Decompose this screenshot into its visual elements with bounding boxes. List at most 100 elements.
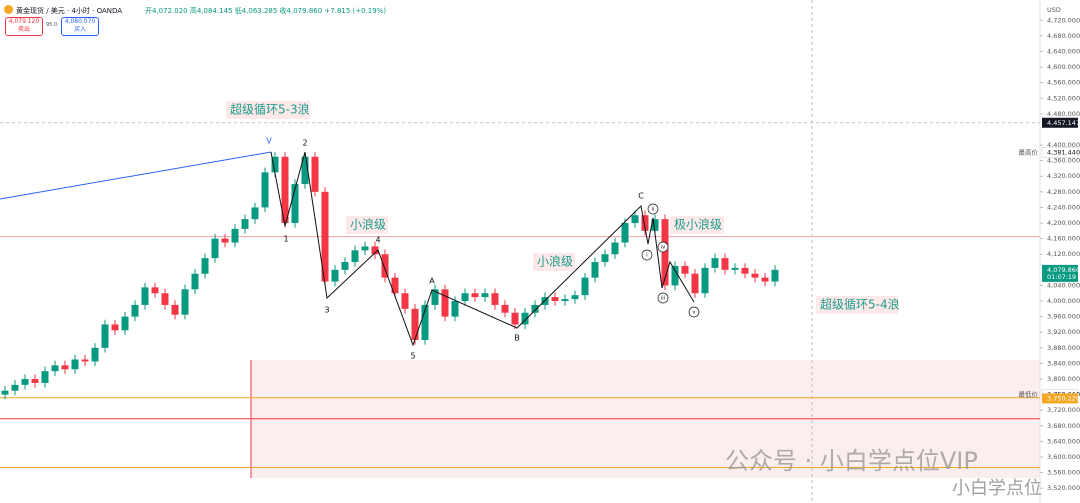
y-tick-label: 4,520.000 (1047, 94, 1080, 102)
candle-body (241, 219, 249, 229)
candle-body (611, 242, 619, 255)
candle-body (41, 371, 49, 383)
price-marker-note: 最低价 (1019, 390, 1039, 399)
candle-body (111, 324, 119, 331)
candle-body (91, 347, 99, 362)
currency: USD (1047, 6, 1061, 14)
wave-label: 2 (302, 139, 307, 148)
candle-body (471, 293, 479, 298)
candle-body (251, 207, 259, 220)
candle-body (291, 184, 299, 224)
candle-body (71, 359, 79, 370)
candle-body (641, 215, 649, 231)
y-tick-label: 4,320.000 (1047, 172, 1080, 180)
buy-button[interactable]: 4,080.070 买入 (61, 17, 99, 36)
candle-body (191, 273, 199, 290)
annotation: 超级循环5-4浪 (820, 297, 900, 312)
candle-body (261, 172, 269, 208)
annotation: 小浪级 (537, 254, 573, 269)
annotation-box (346, 216, 388, 234)
candle-body (531, 304, 539, 313)
candle-body (171, 304, 179, 315)
y-tick-label: 4,040.000 (1047, 281, 1080, 289)
wave-label: V (266, 137, 272, 146)
y-tick-label: 4,720.000 (1047, 16, 1080, 24)
candle-body (761, 277, 769, 282)
y-tick-label: 3,840.000 (1047, 359, 1080, 367)
candle-body (421, 304, 429, 341)
price-marker-sub: 01:07:19 (1047, 273, 1076, 281)
sell-button[interactable]: 4,079.120 卖出 (5, 17, 43, 36)
y-tick-label: 4,640.000 (1047, 47, 1080, 55)
candle-body (601, 254, 609, 263)
ohlc: 开4,072.020 高4,084.145 低4,063.285 收4,079.… (145, 7, 387, 15)
candle-body (11, 384, 19, 391)
candle-body (411, 308, 419, 341)
watermark: 公众号 · 小白学点位VIP (725, 447, 978, 475)
candle-body (571, 295, 579, 300)
wave-label: iv (661, 245, 665, 251)
trend-line (0, 151, 272, 200)
candle-body (711, 258, 719, 268)
y-tick-label: 4,160.000 (1047, 235, 1080, 243)
y-tick-label: 4,480.000 (1047, 110, 1080, 118)
candle-body (151, 287, 159, 294)
y-tick-label: 4,600.000 (1047, 63, 1080, 71)
candle-body (231, 228, 239, 243)
wave-label: A (429, 277, 435, 286)
y-tick-label: 3,880.000 (1047, 344, 1080, 352)
price-marker (1042, 117, 1078, 128)
y-tick-label: 3,920.000 (1047, 328, 1080, 336)
candle-body (381, 254, 389, 278)
candle-body (301, 156, 309, 185)
candle-body (401, 293, 409, 309)
candle-body (101, 324, 109, 348)
wave-label: iii (661, 296, 665, 302)
candle-body (741, 267, 749, 274)
annotation-box (226, 101, 310, 119)
candle-body (441, 289, 449, 317)
y-tick-label: 3,520.000 (1047, 484, 1080, 492)
y-tick-label: 3,640.000 (1047, 437, 1080, 445)
candle-body (621, 223, 629, 243)
candle-body (581, 277, 589, 296)
annotation-box (533, 253, 575, 271)
y-tick-label: 3,560.000 (1047, 469, 1080, 477)
wave-label: C (638, 192, 644, 201)
annotation: 超级循环5-3浪 (230, 102, 310, 117)
y-tick-label: 4,200.000 (1047, 219, 1080, 227)
buy-label: 买入 (73, 26, 86, 33)
candle-body (321, 191, 329, 282)
symbol-icon (4, 5, 13, 14)
candle-body (31, 379, 39, 383)
candle-body (501, 304, 509, 313)
candle-body (211, 238, 219, 259)
wave-label: v (693, 310, 696, 316)
candle-body (731, 267, 739, 270)
price-marker (1041, 147, 1079, 158)
y-tick-label: 3,600.000 (1047, 453, 1080, 461)
price-marker-note: 最高价 (1019, 147, 1039, 156)
wave-label: 5 (410, 352, 415, 361)
price-marker (1042, 393, 1078, 404)
candle-body (141, 287, 149, 305)
candle-body (21, 379, 29, 385)
candle-body (771, 269, 779, 282)
candle-body (591, 262, 599, 278)
wave-label: ii (652, 207, 655, 213)
watermark: 小白学点位 (952, 478, 1042, 499)
candle-body (661, 219, 669, 286)
candle-body (691, 273, 699, 294)
candle-body (701, 267, 709, 294)
annotation: 小浪级 (350, 217, 386, 232)
wave-lines (270, 151, 695, 347)
wave-label: B (514, 334, 520, 343)
y-tick-label: 4,560.000 (1047, 79, 1080, 87)
sell-label: 卖出 (17, 26, 30, 33)
y-tick-label: 4,280.000 (1047, 188, 1080, 196)
wave-circles (641, 203, 700, 318)
y-tick-label: 3,800.000 (1047, 375, 1080, 383)
symbol[interactable]: 黄金现货 / 美元 · 4小时 · OANDA (16, 7, 123, 15)
candle-body (1, 390, 9, 395)
